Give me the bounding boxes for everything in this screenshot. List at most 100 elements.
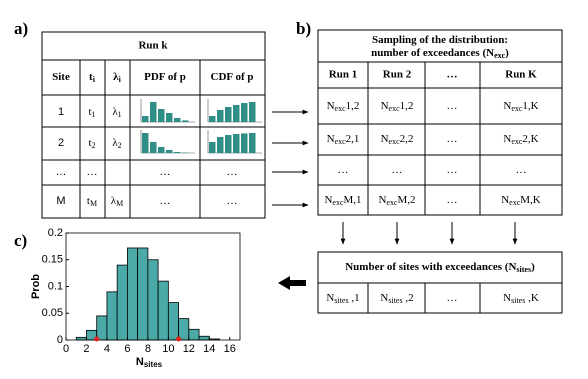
text-base: N: [503, 292, 511, 304]
text-base: N: [324, 194, 332, 206]
text-base: N: [378, 194, 386, 206]
panel-label: b): [296, 19, 311, 38]
x-tick-label: 8: [145, 343, 151, 355]
header-cell: λi: [113, 71, 121, 84]
text-sub: M: [90, 199, 97, 208]
text-rest: 2,1: [346, 133, 360, 145]
text-base: PDF of p: [144, 71, 186, 83]
text-base: Number of sites with exceedances (N: [345, 261, 516, 273]
table-cell: M: [56, 195, 65, 207]
table-cell: …: [447, 133, 458, 145]
table-cell: t1: [88, 106, 95, 119]
text-base: N: [381, 100, 389, 112]
table-cell: t2: [88, 137, 95, 150]
text-base: …: [160, 166, 171, 178]
bar: [157, 280, 169, 341]
panel-label: a): [14, 19, 28, 38]
table-cell: 2: [58, 137, 64, 149]
text-sub: exc: [335, 137, 347, 146]
thumb-bar: [150, 142, 157, 153]
bar: [167, 302, 179, 341]
thumb-bar: [142, 116, 149, 122]
text-sub: sites: [511, 296, 525, 305]
text-sub: sites: [388, 296, 402, 305]
text-rest: 2,2: [400, 133, 414, 145]
text-rest: M,K: [520, 194, 541, 206]
table-cell: …: [338, 164, 349, 176]
table-cell: …: [160, 166, 171, 178]
bar: [198, 335, 210, 341]
table-title: Run k: [138, 40, 168, 52]
bar: [106, 291, 118, 341]
text-rest: ,K: [525, 292, 539, 304]
thumb-bar: [241, 133, 248, 153]
x-tick-label: 12: [183, 343, 195, 355]
table-cell: λM: [111, 195, 123, 208]
text-base: t: [88, 106, 91, 118]
bar: [188, 328, 200, 341]
text-base: t: [88, 137, 91, 149]
table-title: Sampling of the distribution:: [372, 34, 508, 46]
text-base: …: [56, 166, 67, 178]
text-sub: i: [93, 75, 96, 84]
text-base: N: [380, 292, 388, 304]
arrows: [272, 109, 518, 245]
table-cell: Nexc2,2: [381, 133, 414, 146]
text-rest: ,2: [403, 292, 414, 304]
header-cell: CDF of p: [211, 71, 254, 83]
text-sub: sites: [516, 265, 531, 274]
text-rest: 2,K: [522, 133, 538, 145]
text-sub: exc: [511, 104, 523, 113]
y-tick-label: 0.1: [48, 280, 63, 292]
x-tick-label: 16: [224, 343, 236, 355]
thumb-bar: [225, 107, 232, 122]
text-sub: sites: [144, 360, 163, 369]
thumb-bar: [209, 116, 216, 122]
text-base: λ: [112, 106, 118, 118]
text-base: …: [447, 194, 458, 206]
header-cell: PDF of p: [144, 71, 186, 83]
x-axis-label: Nsites: [136, 356, 163, 369]
text-base: 2: [58, 137, 64, 149]
text-base: λ: [112, 137, 118, 149]
text-base: …: [392, 164, 403, 176]
table-cell: λ2: [112, 137, 121, 150]
text-rest: ): [531, 261, 535, 273]
text-base: N: [326, 292, 334, 304]
table-cell: 1: [58, 106, 64, 118]
table-a-grid: [41, 31, 266, 219]
thumb-bar: [233, 105, 240, 122]
x-tick-label: 0: [63, 343, 69, 355]
y-tick-label: 0.2: [48, 227, 63, 239]
text-base: …: [447, 100, 458, 112]
thumb-bar: [249, 102, 256, 122]
thumb-bar: [241, 103, 248, 122]
x-tick-label: 2: [83, 343, 89, 355]
table-cell: …: [447, 194, 458, 206]
text-base: N: [327, 100, 335, 112]
table-cell: NexcM,1: [324, 194, 361, 207]
x-tick-label: 14: [203, 343, 215, 355]
table-cell: …: [87, 166, 98, 178]
table-cell: Nexc2,1: [327, 133, 360, 146]
text-sub: exc: [332, 198, 344, 207]
bar: [127, 247, 139, 341]
text-base: number of exceedances (N: [371, 47, 494, 59]
header-cell: Site: [52, 71, 70, 83]
y-tick-label: 0: [57, 334, 63, 346]
table-title: number of exceedances (Nexc): [371, 47, 509, 60]
table-cell: …: [447, 164, 458, 176]
table-b-grid: [317, 29, 563, 216]
marker-point: [94, 336, 100, 342]
y-axis-label: Prob: [30, 274, 42, 299]
bar: [147, 259, 159, 341]
thumb-bar: [158, 109, 165, 122]
thumb-bar: [249, 133, 256, 153]
header-cell: Run 2: [383, 69, 412, 81]
table-cell: Nexc1,K: [503, 100, 538, 113]
y-tick-label: 0.15: [42, 254, 63, 266]
text-rest: M,1: [344, 194, 362, 206]
text-base: t: [89, 71, 93, 83]
text-base: N: [136, 356, 144, 368]
marker-point: [176, 336, 182, 342]
